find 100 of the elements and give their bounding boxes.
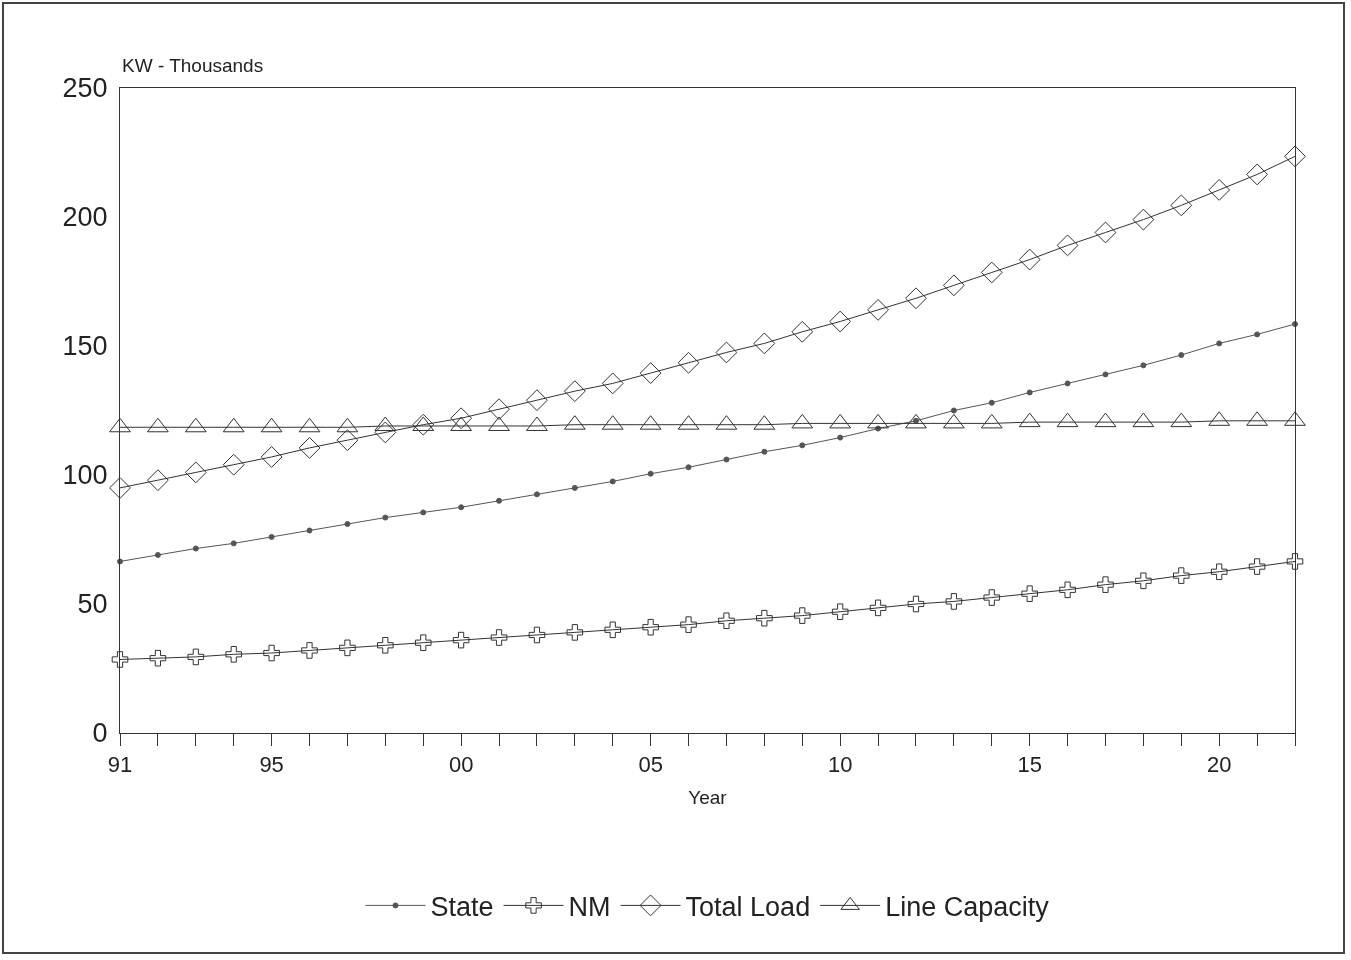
x-tick-label: 00 xyxy=(448,752,474,778)
point xyxy=(950,407,957,414)
point xyxy=(566,624,584,641)
point xyxy=(1018,248,1041,271)
point xyxy=(799,442,806,449)
point xyxy=(1064,380,1071,387)
point xyxy=(412,413,435,436)
point xyxy=(945,593,963,610)
point xyxy=(414,634,432,651)
x-tick-label: 20 xyxy=(1206,752,1232,778)
x-tick-label: 15 xyxy=(1017,752,1042,778)
point xyxy=(1056,234,1079,257)
point xyxy=(225,646,243,663)
point xyxy=(1097,576,1114,593)
point xyxy=(377,636,394,654)
point xyxy=(496,497,503,504)
point xyxy=(1208,179,1231,201)
point xyxy=(117,558,123,565)
point xyxy=(306,527,313,534)
point xyxy=(1135,572,1152,590)
point xyxy=(601,372,624,395)
point xyxy=(791,320,814,343)
point xyxy=(382,514,389,521)
point xyxy=(1132,208,1155,231)
y-tick-label: 50 xyxy=(77,589,108,620)
legend-label: Total Load xyxy=(685,891,811,922)
point xyxy=(111,651,129,668)
point xyxy=(344,521,351,528)
point xyxy=(907,595,925,613)
point xyxy=(336,429,359,452)
point xyxy=(829,310,852,333)
point xyxy=(869,599,887,617)
point xyxy=(374,421,397,444)
point xyxy=(109,477,131,499)
point xyxy=(458,504,465,511)
y-tick-label: 0 xyxy=(92,718,108,749)
point xyxy=(793,607,811,624)
point xyxy=(642,618,659,636)
point xyxy=(609,478,616,485)
point xyxy=(1284,145,1306,168)
point xyxy=(1170,194,1193,217)
legend-label: NM xyxy=(568,891,611,922)
legend-label: State xyxy=(430,891,494,922)
point xyxy=(1286,553,1304,570)
y-axis-title: KW - Thousands xyxy=(122,55,264,76)
point xyxy=(488,398,510,421)
point xyxy=(677,351,700,374)
point xyxy=(867,298,889,321)
point xyxy=(980,261,1003,284)
point xyxy=(222,453,245,476)
point xyxy=(298,437,321,459)
point xyxy=(1059,581,1076,599)
point xyxy=(230,540,237,547)
point xyxy=(452,631,470,649)
point xyxy=(685,464,692,471)
point xyxy=(604,621,622,639)
point xyxy=(639,362,662,384)
point xyxy=(1248,558,1266,575)
point xyxy=(563,380,586,403)
point xyxy=(1246,163,1268,186)
point xyxy=(723,456,730,463)
point xyxy=(571,484,578,491)
point xyxy=(942,274,965,297)
point xyxy=(761,448,768,455)
point xyxy=(1172,567,1190,584)
point xyxy=(154,551,161,558)
point xyxy=(715,341,738,364)
point xyxy=(184,461,207,484)
y-tick-label: 100 xyxy=(62,460,108,491)
y-tick-label: 200 xyxy=(62,202,108,233)
x-tick-label: 10 xyxy=(827,752,853,778)
point xyxy=(1094,221,1117,244)
point xyxy=(263,644,280,662)
point xyxy=(260,446,283,468)
point xyxy=(1026,389,1033,396)
point xyxy=(490,629,508,646)
point xyxy=(339,639,356,657)
x-tick-label: 95 xyxy=(259,752,284,778)
x-tick-label: 91 xyxy=(107,752,133,778)
point xyxy=(1216,340,1223,347)
point xyxy=(192,545,199,552)
legend-label: Line Capacity xyxy=(885,891,1050,922)
point xyxy=(1254,331,1261,338)
y-tick-label: 150 xyxy=(62,331,108,362)
point xyxy=(301,642,318,659)
point xyxy=(753,332,776,355)
point xyxy=(450,407,473,430)
y-tick-label: 250 xyxy=(62,73,108,104)
point xyxy=(1102,371,1109,378)
point xyxy=(837,434,844,441)
point xyxy=(905,287,927,310)
point xyxy=(718,612,735,630)
point xyxy=(680,616,697,633)
point xyxy=(526,389,548,412)
point xyxy=(1292,321,1298,328)
point xyxy=(831,603,849,621)
point xyxy=(187,648,205,666)
point xyxy=(533,491,540,498)
point xyxy=(1210,563,1228,581)
point xyxy=(983,589,1001,606)
